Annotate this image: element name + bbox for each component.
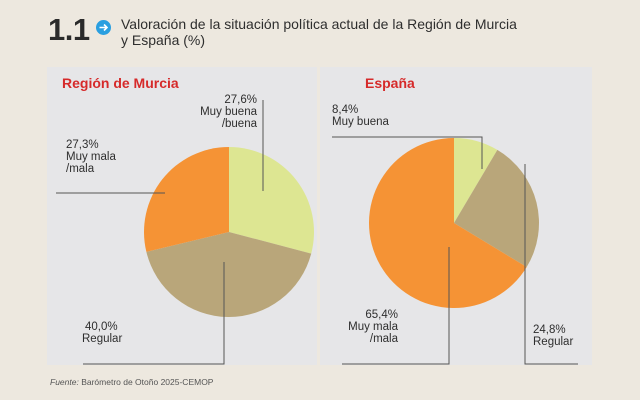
leader-line	[524, 164, 578, 365]
label-murcia-muy-mala: 27,3% Muy mala /mala	[66, 139, 116, 175]
label-value: 27,6%	[224, 94, 257, 106]
label-espana-regular: 24,8% Regular	[533, 324, 573, 348]
label-text: Regular	[533, 336, 574, 348]
leader-line	[342, 247, 450, 365]
title-line-2: y España (%)	[121, 32, 206, 48]
label-value: 40,0%	[85, 321, 118, 333]
pie-chart-espana	[332, 136, 578, 365]
arrow-right-circle-icon	[96, 20, 111, 35]
source-note: Fuente: Barómetro de Otoño 2025-CEMOP	[50, 377, 213, 387]
label-murcia-regular: 40,0% Regular	[82, 321, 122, 345]
label-murcia-muy-buena: 27,6% Muy buena /buena	[197, 94, 257, 130]
label-value: 8,4%	[332, 104, 359, 116]
title-line-1: Valoración de la situación política actu…	[121, 16, 517, 32]
leader-line	[332, 136, 483, 169]
pie-slice-regular	[146, 232, 312, 317]
label-text: /buena	[221, 118, 257, 130]
label-text: Regular	[82, 333, 123, 345]
label-text: Muy mala	[348, 321, 398, 333]
panel-title-espana: España	[365, 75, 415, 91]
panel-title-murcia: Región de Murcia	[62, 75, 179, 91]
chart-title: Valoración de la situación política actu…	[121, 16, 601, 48]
leader-line	[83, 262, 225, 365]
label-text: Muy buena	[332, 116, 389, 128]
label-espana-muy-buena: 8,4% Muy buena	[332, 104, 389, 128]
label-text: Muy buena	[200, 106, 257, 118]
pie-slice-muy-buena-buena	[229, 147, 314, 254]
figure-number: 1.1	[48, 12, 90, 47]
pie-slice-regular	[454, 149, 539, 268]
label-value: 24,8%	[533, 324, 566, 336]
panel-espana: España 8,4% Muy buena 65,4% Muy mala /ma…	[320, 67, 592, 365]
panel-murcia: Región de Murcia 27,6% Muy buena /buena …	[47, 67, 317, 365]
pie-slice-muy-mala-mala	[369, 138, 527, 308]
label-value: 65,4%	[365, 309, 398, 321]
source-label: Fuente:	[50, 377, 79, 387]
pie-slice-muy-mala-mala	[144, 147, 229, 252]
label-espana-muy-mala: 65,4% Muy mala /mala	[340, 309, 398, 345]
source-text: Barómetro de Otoño 2025-CEMOP	[78, 377, 214, 387]
pie-chart-murcia	[56, 100, 314, 365]
label-value: 27,3%	[66, 139, 99, 151]
label-text: Muy mala	[66, 151, 116, 163]
label-text: /mala	[66, 163, 95, 175]
label-text: /mala	[369, 333, 398, 345]
pie-slice-muy-buena	[454, 138, 498, 223]
